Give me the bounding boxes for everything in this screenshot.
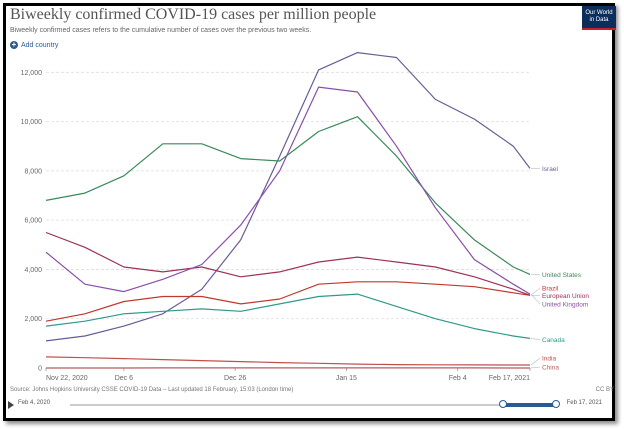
series-line-brazil[interactable]	[45, 281, 531, 322]
end-label-connector	[530, 366, 541, 369]
series-line-israel[interactable]	[45, 51, 531, 342]
end-label-united-kingdom[interactable]: United Kingdom	[542, 301, 588, 308]
end-label-connector	[530, 357, 541, 366]
end-label-israel[interactable]: Israel	[542, 166, 558, 173]
logo-line-2: in Data	[589, 17, 609, 23]
x-tick-label: Dec 26	[224, 375, 246, 382]
source-note: Source: Johns Hopkins University CSSE CO…	[10, 387, 294, 393]
end-label-connector	[530, 338, 541, 340]
end-label-united-states[interactable]: United States	[542, 272, 582, 279]
x-tick-label: Dec 6	[115, 375, 133, 382]
x-tick-label: Feb 4	[449, 375, 467, 382]
x-tick-label: Feb 17, 2021	[489, 375, 530, 382]
y-tick-label: 8,000	[24, 168, 42, 175]
timeline-slider[interactable]: Feb 4, 2020 Feb 17, 2021	[8, 398, 602, 412]
end-label-connector	[530, 293, 541, 305]
timeline-selected-range	[502, 403, 556, 407]
license-link[interactable]: CC BY	[595, 387, 614, 393]
timeline-start-label: Feb 4, 2020	[18, 400, 51, 406]
series-line-united-states[interactable]	[45, 116, 531, 275]
series-line-india[interactable]	[45, 356, 530, 366]
owid-logo[interactable]: Our World in Data	[582, 6, 616, 30]
series-line-canada[interactable]	[45, 293, 531, 339]
add-country-label: Add country	[21, 41, 59, 49]
y-tick-label: 0	[38, 366, 42, 373]
x-tick-label: Nov 22, 2020	[46, 375, 88, 382]
play-icon[interactable]	[8, 401, 14, 409]
y-tick-label: 10,000	[21, 119, 43, 126]
end-label-european-union[interactable]: European Union	[542, 293, 589, 300]
end-label-connector	[530, 287, 541, 296]
y-tick-label: 6,000	[24, 218, 42, 225]
series-line-european-union[interactable]	[45, 231, 531, 296]
series-line-united-kingdom[interactable]	[45, 86, 531, 295]
end-label-india[interactable]: India	[542, 356, 556, 363]
logo-line-1: Our World	[585, 10, 613, 16]
add-country-button[interactable]: + Add country	[10, 41, 58, 49]
end-label-china[interactable]: China	[542, 365, 559, 372]
timeline-track[interactable]	[70, 404, 556, 406]
plus-icon: +	[10, 40, 18, 49]
timeline-end-label: Feb 17, 2021	[566, 400, 602, 406]
chart-title: Biweekly confirmed COVID-19 cases per mi…	[10, 6, 377, 23]
y-tick-label: 12,000	[21, 70, 43, 77]
chart-subtitle: Biweekly confirmed cases refers to the c…	[10, 27, 312, 34]
timeline-start-handle[interactable]	[498, 400, 507, 408]
end-label-brazil[interactable]: Brazil	[542, 285, 559, 292]
x-tick-label: Jan 15	[336, 375, 357, 382]
y-tick-label: 2,000	[24, 316, 42, 323]
y-tick-label: 4,000	[24, 267, 42, 274]
timeline-end-handle[interactable]	[552, 400, 560, 408]
end-label-canada[interactable]: Canada	[542, 337, 565, 344]
